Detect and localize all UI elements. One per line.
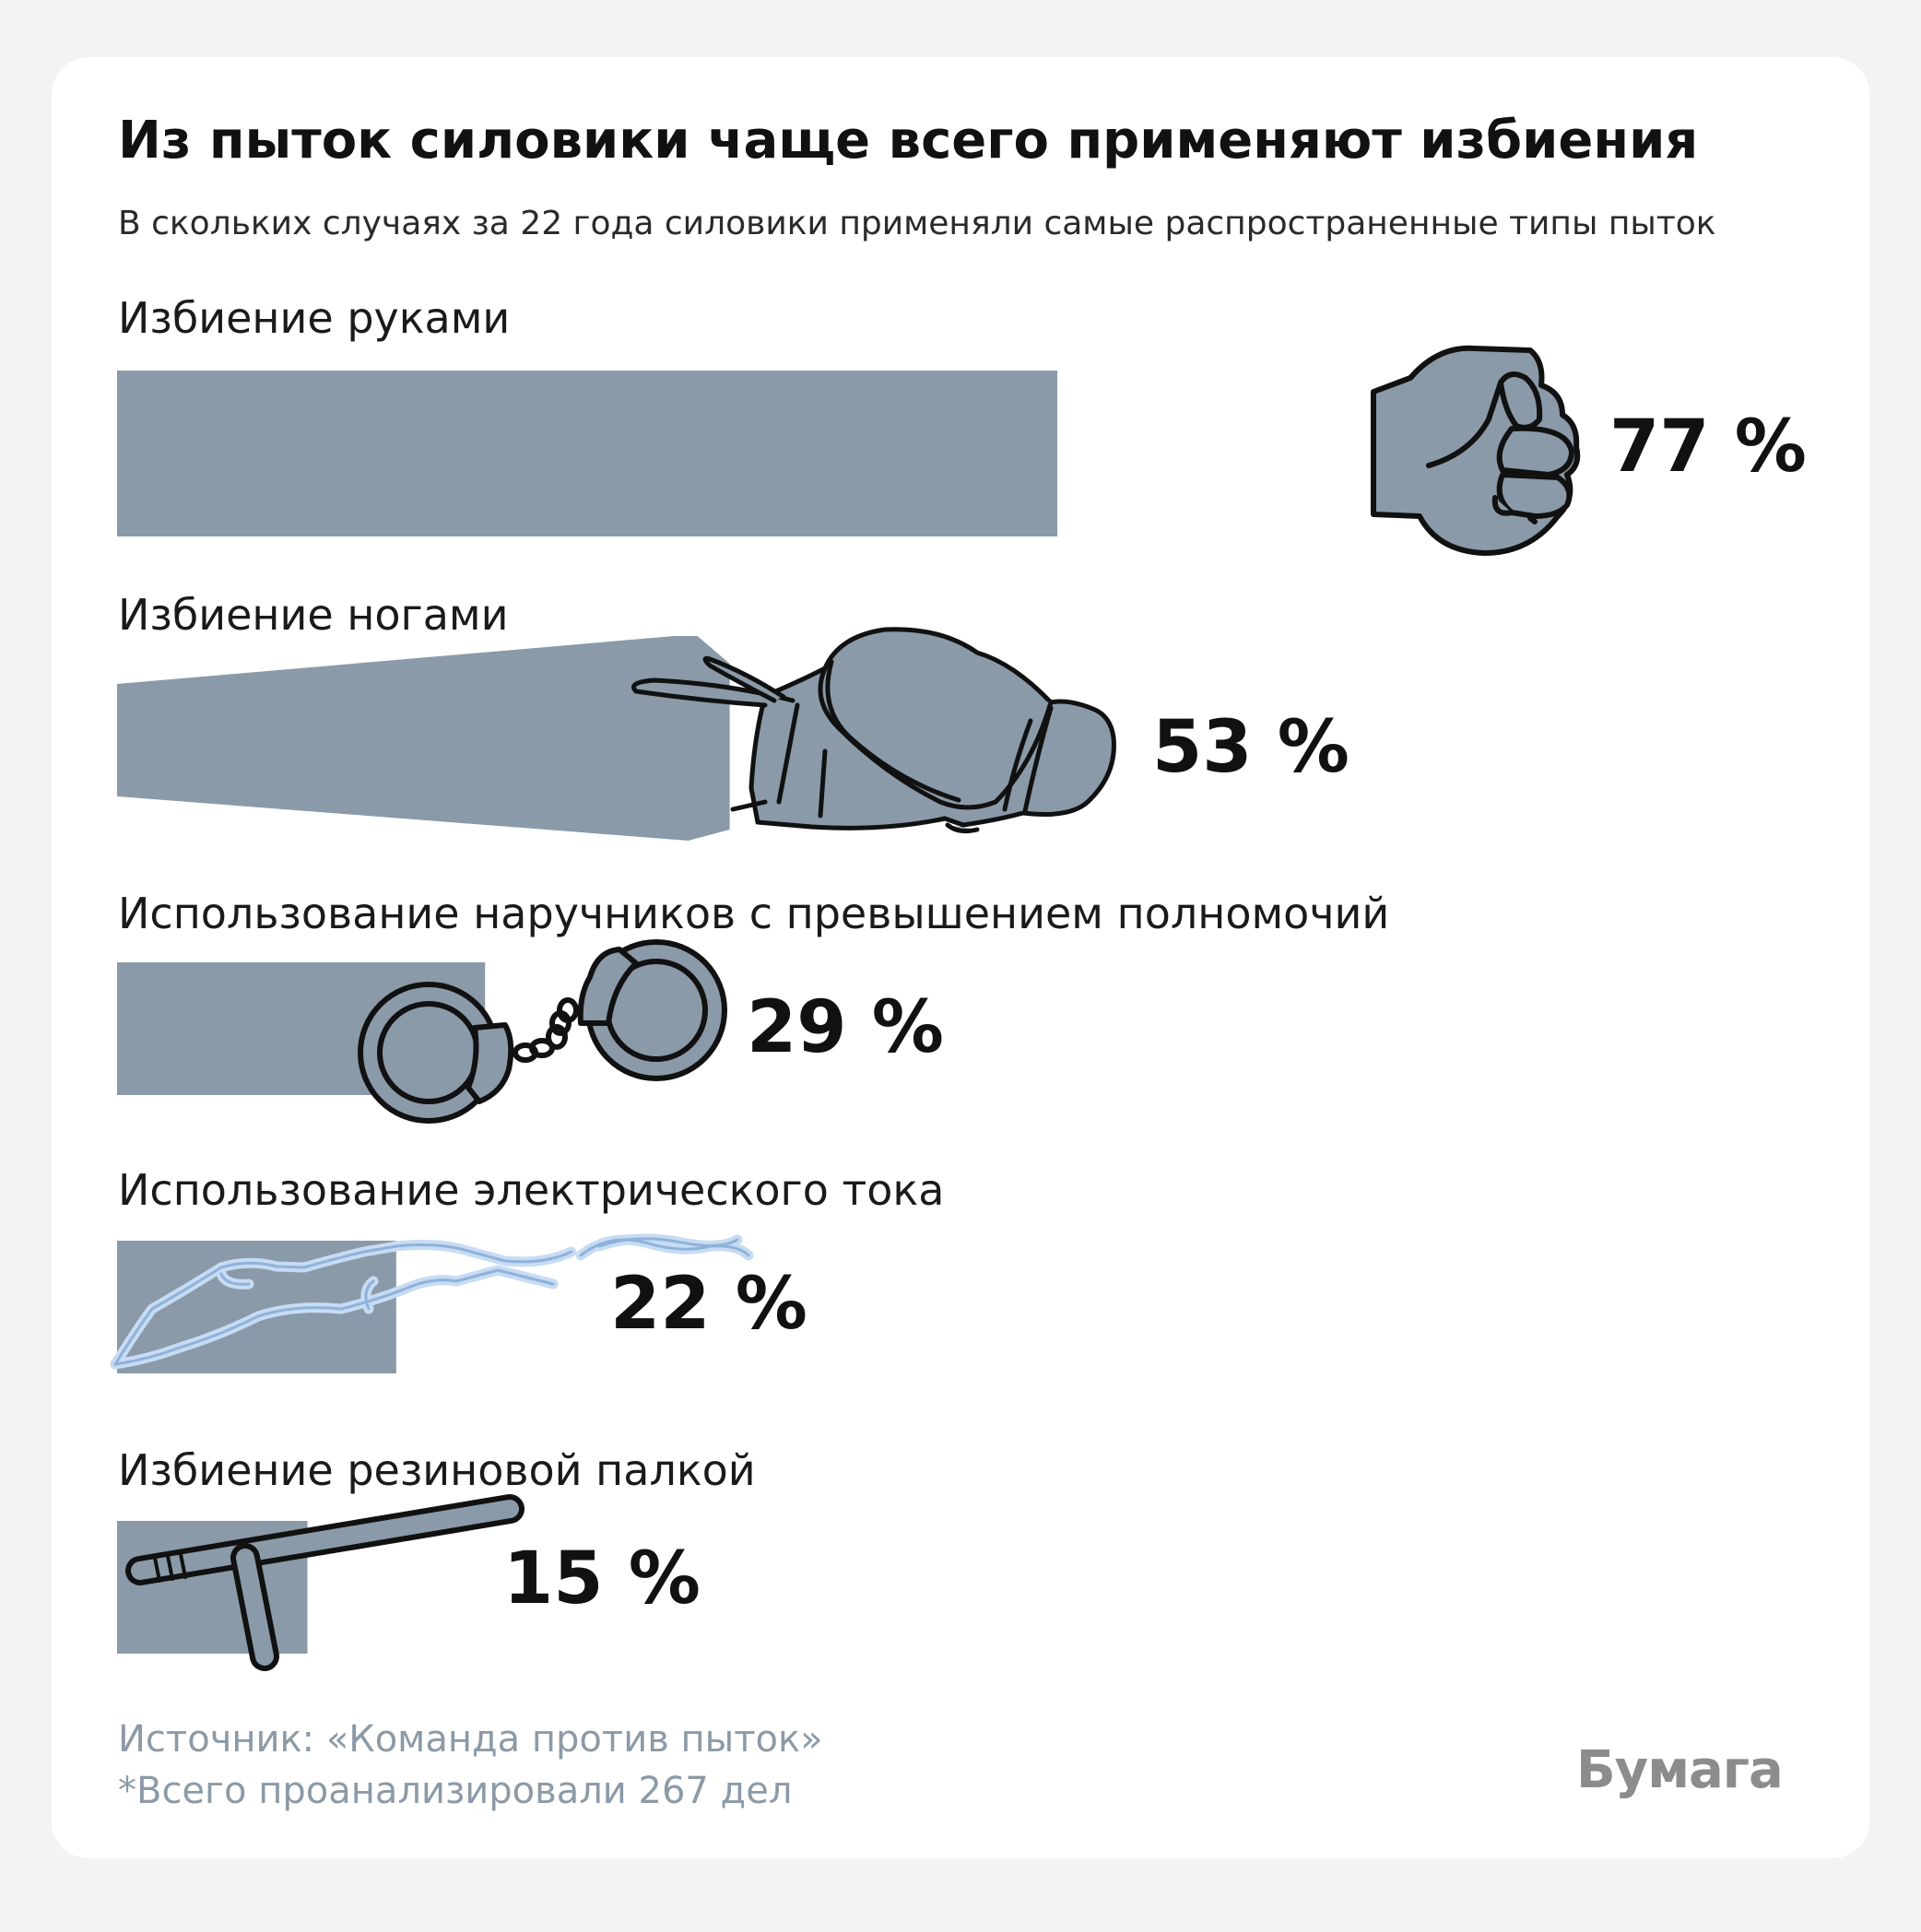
value-label-15: 15 % [503,1537,701,1620]
value-label-22: 22 % [610,1263,807,1346]
category-label-baton: Избиение резиновой палкой [118,1445,756,1495]
source-note: Источник: «Команда против пыток» [118,1718,823,1761]
sample-size-note: *Всего проанализировали 267 дел [118,1770,793,1812]
chart-title: Из пыток силовики чаще всего применяют и… [118,111,1699,171]
category-label-handcuffs: Использование наручников с превышением п… [118,889,1390,938]
infographic-card [52,57,1869,1858]
fist-icon [1371,345,1581,556]
boxing-glove-icon [631,627,1116,834]
category-label-fists: Избиение руками [118,293,511,343]
handcuffs-icon [358,939,727,1124]
value-label-77: 77 % [1609,406,1807,489]
category-label-electric: Использование электрического тока [118,1165,945,1215]
value-label-53: 53 % [1152,706,1349,789]
category-label-kicks: Избиение ногами [118,590,509,640]
baton-icon [125,1494,524,1671]
bar-kicks [117,636,730,841]
publisher-logo: Бумага [1576,1740,1784,1800]
chart-subtitle: В скольких случаях за 22 года силовики п… [118,205,1716,242]
bar-fists [117,371,1057,536]
value-label-29: 29 % [747,986,944,1069]
electric-current-icon [110,1233,754,1370]
